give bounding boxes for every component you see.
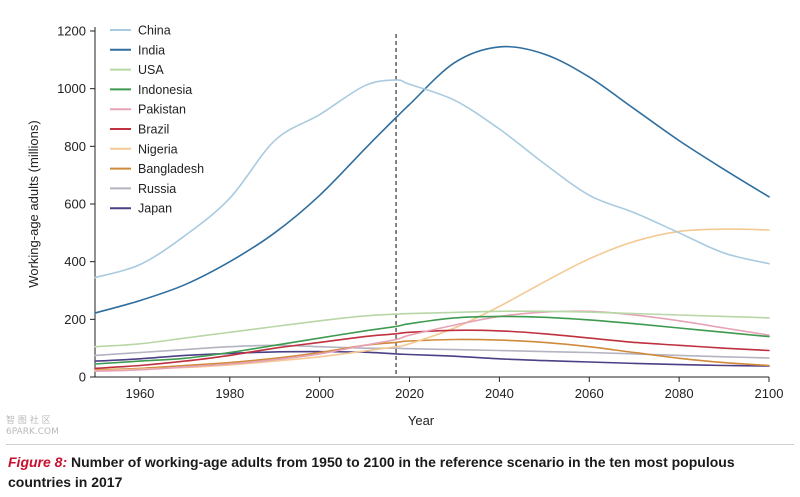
legend-label-indonesia: Indonesia [138, 83, 192, 97]
chart-axes: 0 200 400 600 800 1000 1200 1960 1980 2000 2020 204… [57, 24, 783, 402]
x-tick-label: 2040 [485, 386, 514, 401]
caption-divider [6, 444, 794, 445]
watermark-line2: 6PARK.COM [6, 427, 59, 437]
figure-caption-text: Number of working-age adults from 1950 t… [8, 454, 735, 490]
series-line-bangladesh [94, 338, 770, 371]
y-tick-label: 400 [64, 254, 86, 269]
y-tick-label: 200 [64, 312, 86, 327]
series-line-pakistan [94, 310, 770, 372]
legend-label-bangladesh: Bangladesh [138, 162, 204, 176]
y-tick-label: 800 [64, 139, 86, 154]
y-tick-label: 600 [64, 197, 86, 212]
series-line-brazil [94, 329, 770, 370]
series-line-china [94, 79, 770, 279]
x-tick-label: 2100 [755, 386, 784, 401]
y-tick-label: 1000 [57, 81, 86, 96]
series-line-indonesia [94, 315, 770, 365]
series-line-nigeria [94, 228, 770, 372]
x-tick-label: 1980 [215, 386, 244, 401]
legend-label-india: India [138, 43, 165, 57]
y-axis-title: Working-age adults (millions) [26, 120, 41, 287]
legend-label-china: China [138, 24, 171, 38]
series-lines [94, 45, 770, 372]
legend: China India USA Indonesia Pakistan Brazil Nige… [110, 24, 204, 216]
legend-label-russia: Russia [138, 182, 176, 196]
figure-caption: Figure 8: Number of working-age adults f… [8, 452, 788, 492]
series-line-usa [94, 310, 770, 348]
x-tick-label: 2020 [395, 386, 424, 401]
x-tick-label: 2060 [575, 386, 604, 401]
watermark-line1: 智 图 社 区 [6, 416, 51, 426]
x-axis-title: Year [408, 413, 435, 428]
y-tick-label: 1200 [57, 24, 86, 39]
y-tick-label: 0 [79, 370, 86, 385]
legend-label-brazil: Brazil [138, 123, 169, 137]
legend-label-japan: Japan [138, 202, 172, 216]
watermark: 智 图 社 区 6PARK.COM [6, 416, 59, 438]
legend-label-pakistan: Pakistan [138, 103, 186, 117]
series-line-japan [94, 350, 770, 367]
legend-label-usa: USA [138, 63, 164, 77]
x-tick-label: 1960 [125, 386, 154, 401]
legend-label-nigeria: Nigeria [138, 142, 178, 156]
line-chart: 0 200 400 600 800 1000 1200 1960 1980 2000 2020 204… [26, 24, 783, 429]
x-tick-label: 2000 [305, 386, 334, 401]
figure-label: Figure 8: [8, 454, 68, 470]
series-line-india [94, 45, 770, 314]
x-tick-label: 2080 [665, 386, 694, 401]
